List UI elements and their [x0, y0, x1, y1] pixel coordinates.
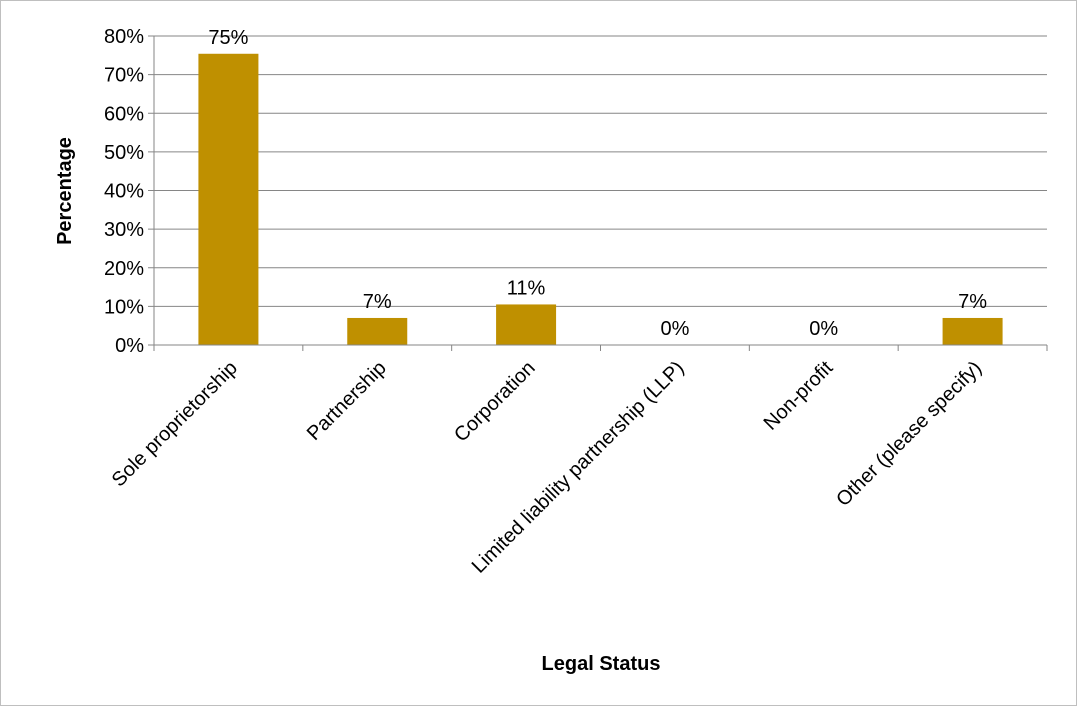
x-tick-labels: Sole proprietorship Partnership Corporatio…: [108, 357, 986, 578]
data-label: 7%: [958, 291, 987, 313]
data-label: 7%: [363, 291, 392, 313]
data-label: 75%: [208, 27, 248, 49]
x-tick-label: Other (please specify): [832, 357, 986, 511]
axes: [148, 35, 1048, 351]
y-axis-title: Percentage: [54, 137, 76, 245]
bar: [496, 304, 557, 345]
y-tick-label: 20%: [104, 258, 144, 280]
y-tick-label: 30%: [104, 219, 144, 241]
y-tick-label: 80%: [104, 26, 144, 48]
x-tick-label: Corporation: [450, 357, 539, 446]
bars: [198, 53, 1003, 346]
y-tick-label: 70%: [104, 65, 144, 87]
x-axis-title: Legal Status: [542, 653, 661, 675]
bar: [347, 317, 408, 345]
gridlines: [154, 35, 1047, 307]
data-label: 11%: [507, 277, 546, 299]
y-tick-label: 50%: [104, 142, 144, 164]
data-label: 0%: [660, 318, 689, 340]
x-tick-label: Partnership: [303, 357, 391, 445]
y-tick-labels: 0% 10% 20% 30% 40% 50% 60% 70% 80%: [104, 26, 144, 357]
bar: [942, 317, 1003, 345]
x-tick-label: Non-profit: [760, 357, 838, 435]
x-tick-label: Sole proprietorship: [108, 357, 242, 491]
data-labels: 75% 7% 11% 0% 0% 7%: [208, 27, 987, 340]
y-tick-label: 0%: [115, 335, 144, 357]
data-label: 0%: [809, 318, 838, 340]
bar: [198, 53, 259, 346]
y-tick-label: 40%: [104, 181, 144, 203]
y-tick-label: 60%: [104, 103, 144, 125]
y-tick-label: 10%: [104, 296, 144, 318]
